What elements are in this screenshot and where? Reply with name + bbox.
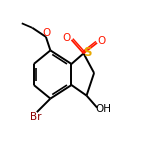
Text: Br: Br — [30, 112, 41, 122]
Text: OH: OH — [96, 104, 112, 114]
Text: O: O — [97, 36, 106, 46]
Text: O: O — [63, 33, 71, 43]
Text: O: O — [43, 28, 51, 38]
Text: S: S — [83, 46, 92, 59]
